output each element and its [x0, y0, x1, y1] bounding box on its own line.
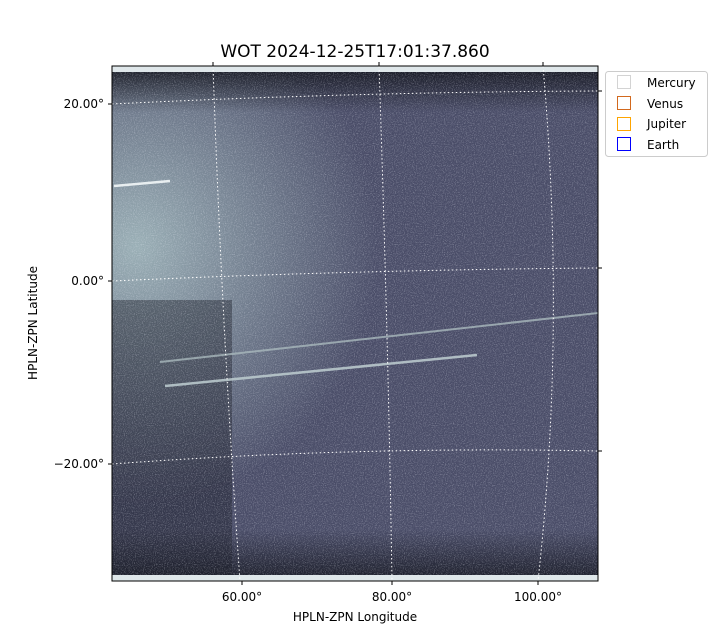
x-axis-label: HPLN-ZPN Longitude [293, 610, 417, 624]
streak [159, 312, 598, 363]
x-tick-label: 60.00° [222, 590, 262, 604]
streak [164, 353, 478, 388]
legend-label: Venus [647, 97, 683, 111]
legend-label: Earth [647, 138, 679, 152]
y-tick-label: 20.00° [64, 97, 104, 111]
grid [112, 66, 598, 581]
x-tick-label: 80.00° [372, 590, 412, 604]
y-axis-label: HPLN-ZPN Latitude [26, 266, 40, 380]
legend-swatch [617, 75, 631, 89]
image [112, 66, 598, 581]
y-tick-label: 0.00° [71, 274, 104, 288]
x-tick-label: 100.00° [514, 590, 562, 604]
ticks [108, 62, 602, 585]
streak [113, 179, 171, 188]
chart-title: WOT 2024-12-25T17:01:37.860 [220, 42, 489, 62]
y-tick-label: −20.00° [54, 457, 104, 471]
legend-label: Mercury [647, 76, 696, 90]
legend-label: Jupiter [646, 117, 686, 131]
legend: Mercury Venus Jupiter Earth [605, 71, 708, 157]
legend-swatch [617, 137, 631, 151]
legend-swatch [617, 117, 631, 131]
legend-swatch [617, 96, 631, 110]
